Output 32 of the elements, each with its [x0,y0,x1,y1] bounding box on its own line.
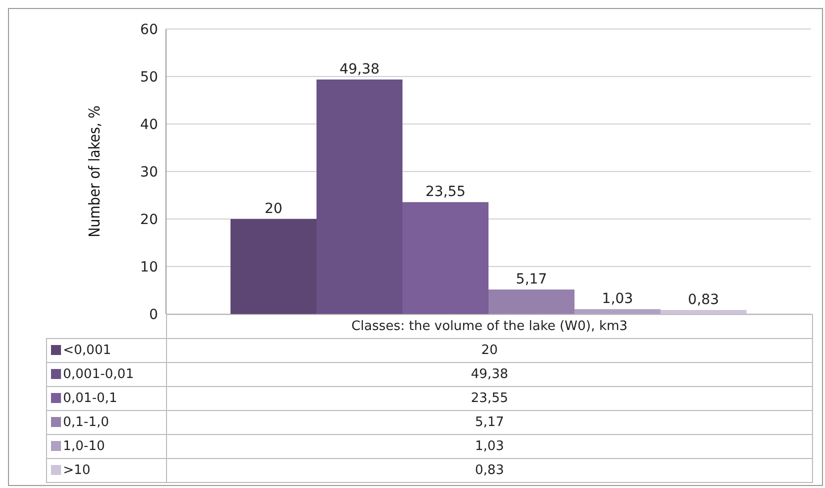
text: 0,83 [475,463,504,478]
data-label: 0,83 [688,292,720,308]
data-label: 5,17 [516,271,548,288]
y-tick-label: 40 [140,116,158,133]
data-label: 49,38 [339,61,380,78]
legend-label: 0,001-0,01 [63,366,134,382]
bar [230,219,316,314]
legend-label: 1,0-10 [63,438,105,454]
text: 5,17 [475,415,504,430]
y-tick-label: 30 [140,164,158,180]
data-label: 23,55 [425,184,466,200]
y-tick-label: 60 [140,22,158,38]
bar [574,309,660,314]
text: 49,38 [470,367,508,382]
y-tick-label: 10 [140,259,158,276]
legend-label: <0,001 [63,342,112,358]
bar [316,79,402,314]
text: 23,55 [470,391,508,406]
bar [402,202,488,314]
legend-label: 0,1-1,0 [63,414,110,430]
data-label: 1,03 [602,291,634,308]
x-tick-label: Classes: the volume of the lake (W0), km3 [166,314,812,338]
y-tick-label: 20 [140,212,158,228]
y-axis-title: Number of lakes, % [85,105,104,238]
data-label: 20 [264,201,282,217]
bar [488,289,574,314]
text: 1,03 [475,439,504,454]
legend-label: 0,01-0,1 [63,390,118,406]
text: 20 [481,343,498,358]
legend-label: >10 [63,462,90,478]
y-tick-label: 0 [149,306,158,323]
y-tick-label: 50 [140,69,158,86]
